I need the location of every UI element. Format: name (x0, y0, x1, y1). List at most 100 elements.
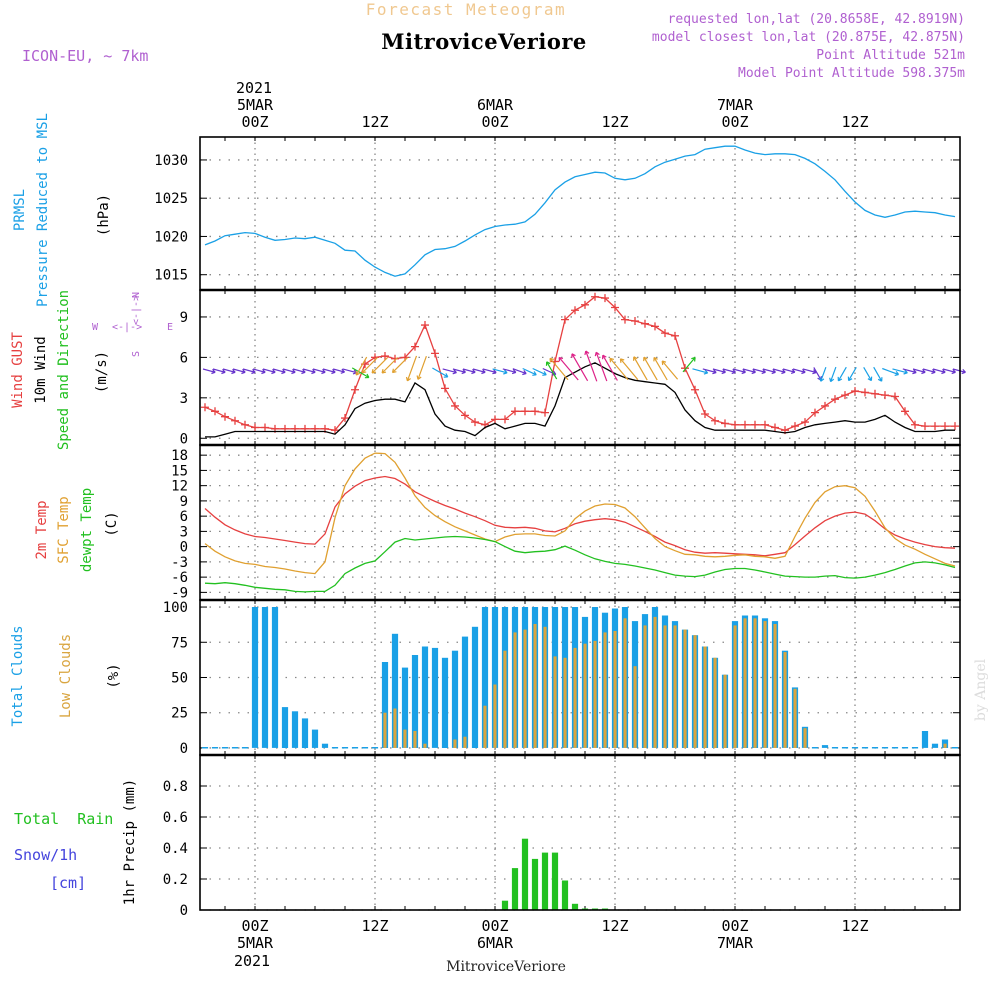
wind-arrow (202, 368, 216, 375)
wind-arrow (302, 368, 316, 375)
wind-arrow (609, 357, 629, 381)
temp-label-3: dewpt Temp (79, 488, 95, 572)
gust-point (631, 317, 639, 325)
wind-arrow (272, 368, 286, 375)
compass-north: N (131, 292, 142, 298)
temperature-ytick-label: 0 (180, 540, 188, 556)
low-clouds-bar (503, 650, 507, 748)
compass-east: E (167, 322, 173, 333)
gust-point (651, 322, 659, 331)
temperature-ytick-label: 15 (171, 463, 188, 479)
total-clouds-bar (341, 747, 349, 749)
wind-ytick-label: 3 (180, 391, 188, 407)
precip-ytick-label: 0.6 (163, 810, 188, 826)
precip-label-2: Snow/1h (14, 846, 77, 864)
temp-label-1: 2m Temp (34, 500, 50, 559)
model-label: ICON-EU, ~ 7km (22, 47, 148, 65)
wind-arrow (262, 368, 276, 375)
total-clouds-bar (831, 747, 839, 749)
low-clouds-bar (723, 674, 727, 748)
total-clouds-bar (261, 607, 269, 748)
wind-arrow (602, 354, 618, 381)
gust-point (691, 385, 699, 394)
total-clouds-bar (351, 747, 359, 749)
total-clouds-bar (371, 747, 379, 749)
bottom-year: 2021 (234, 952, 270, 970)
wind-arrow (692, 368, 709, 375)
clouds-ytick-label: 100 (163, 600, 188, 616)
gust-point (751, 420, 759, 429)
gust-point (491, 415, 499, 424)
low-clouds-bar (773, 624, 777, 748)
wind-arrow (829, 366, 837, 383)
total-rain-bar (541, 852, 549, 910)
wind-ytick-label: 9 (180, 310, 188, 326)
gust-point (441, 384, 449, 393)
wind-arrow (222, 368, 236, 375)
wind-arrow (492, 368, 508, 375)
temperature-ytick-label: 9 (180, 494, 188, 510)
gust-point (841, 391, 849, 400)
temperature-ytick-label: -3 (171, 555, 188, 571)
low-clouds-bar (763, 621, 767, 748)
clouds-ytick-label: 0 (180, 741, 188, 757)
gust-point (451, 401, 459, 410)
bottom-date-label: 7MAR (717, 934, 754, 952)
wind-arrow (391, 357, 408, 374)
gust-point (941, 422, 949, 431)
cloud-label-1: Total Clouds (10, 625, 26, 726)
temperature-ytick-label: 3 (180, 524, 188, 540)
total-clouds-bar (871, 747, 879, 749)
temp-label-2: SFC Temp (56, 496, 72, 563)
top-date-label: 6MAR (477, 96, 514, 114)
wind-arrow (837, 366, 847, 382)
low-clouds-bar (803, 728, 807, 748)
total-clouds-bar (461, 636, 469, 748)
low-clouds-bar (553, 656, 557, 748)
pressure-ytick-label: 1015 (154, 268, 188, 284)
wind-arrow (472, 368, 486, 375)
bottom-time-label: 00Z (481, 917, 508, 935)
precip-ytick-label: 0.8 (163, 779, 188, 795)
gust-point (681, 364, 689, 373)
gust-point (881, 391, 889, 400)
low-clouds-bar (733, 625, 737, 748)
wind-arrow (682, 356, 696, 373)
total-rain-bar (521, 838, 529, 910)
total-clouds-bar (401, 667, 409, 748)
dewpt-temp-line (204, 535, 956, 593)
wind-arrow (873, 366, 883, 382)
10m-wind-line (205, 362, 955, 438)
model-altitude: Model Point Altitude 598.375m (738, 66, 965, 81)
gust-point (251, 423, 259, 432)
wind-arrow (819, 366, 827, 382)
total-rain-bar (561, 880, 569, 910)
total-clouds-bar (451, 650, 459, 748)
total-rain-bar (501, 900, 509, 910)
clouds-ytick-label: 50 (171, 671, 188, 687)
top-time-label: 12Z (601, 113, 628, 131)
gust-point (911, 420, 919, 429)
low-clouds-bar (613, 631, 617, 748)
total-clouds-bar (241, 747, 249, 749)
gust-point (411, 342, 419, 351)
wind-arrow (442, 368, 457, 375)
low-clouds-bar (453, 739, 457, 748)
wind-arrow (502, 368, 517, 375)
compass-axis-h: <-|-> (112, 322, 142, 333)
low-clouds-bar (673, 625, 677, 748)
low-clouds-bar (633, 666, 637, 748)
gust-point (901, 407, 909, 416)
wind-gust-line (204, 296, 955, 431)
total-rain-bar (511, 868, 519, 910)
gust-point (431, 349, 439, 358)
gust-point (801, 418, 809, 427)
total-clouds-bar (911, 747, 919, 749)
wind-arrow (772, 368, 786, 375)
clouds-ytick-label: 75 (171, 635, 188, 651)
wind-arrow (847, 366, 857, 382)
gust-point (531, 407, 539, 416)
wind-arrow (584, 350, 598, 382)
wind-arrow (702, 368, 717, 375)
wind-arrow (802, 368, 817, 375)
